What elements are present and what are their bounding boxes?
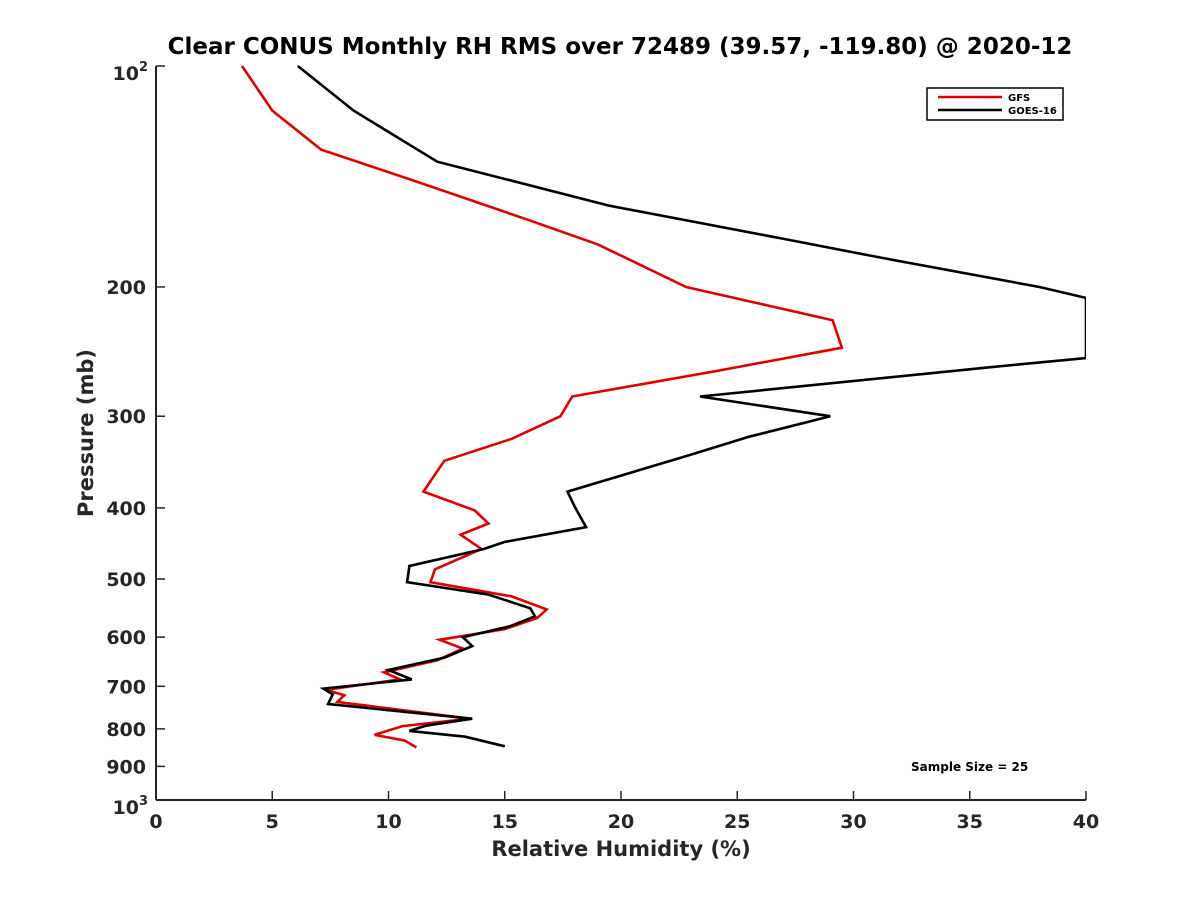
series-line-goes16 (296, 64, 1086, 748)
y-tick-label: 600 (106, 627, 146, 649)
x-tick-label: 5 (266, 811, 279, 833)
x-tick-label: 20 (608, 811, 634, 833)
x-tick-label: 30 (840, 811, 866, 833)
y-tick-label: 200 (106, 277, 146, 299)
y-tick-label: 103 (113, 794, 149, 819)
x-tick-label: 10 (375, 811, 401, 833)
y-tick-label: 800 (106, 719, 146, 741)
series-layer (240, 64, 1086, 749)
y-axis-label: Pressure (mb) (74, 349, 98, 517)
y-tick-label: 700 (106, 676, 146, 698)
x-axis-label: Relative Humidity (%) (491, 837, 750, 861)
x-tick-label: 35 (957, 811, 983, 833)
x-tick-label: 15 (492, 811, 518, 833)
chart-title: Clear CONUS Monthly RH RMS over 72489 (3… (168, 34, 1073, 60)
y-ticks: 102 200 300 400 500 600 700 800 900 103 (106, 60, 165, 819)
y-tick-label: 900 (106, 756, 146, 778)
y-tick-label: 300 (106, 406, 146, 428)
y-tick-label: 500 (106, 569, 146, 591)
x-tick-label: 0 (149, 811, 162, 833)
y-tick-label: 102 (113, 60, 149, 85)
legend-label-gfs: GFS (1008, 93, 1030, 104)
x-tick-label: 40 (1073, 811, 1099, 833)
sample-size-annotation: Sample Size = 25 (911, 760, 1028, 774)
legend: GFS GOES-16 (926, 87, 1064, 121)
x-tick-label: 25 (724, 811, 750, 833)
legend-box (926, 87, 1064, 121)
legend-label-goes16: GOES-16 (1008, 106, 1057, 117)
x-ticks: 0 5 10 15 20 25 30 35 40 (149, 791, 1099, 833)
y-tick-label: 400 (106, 498, 146, 520)
series-line-gfs (240, 65, 844, 749)
